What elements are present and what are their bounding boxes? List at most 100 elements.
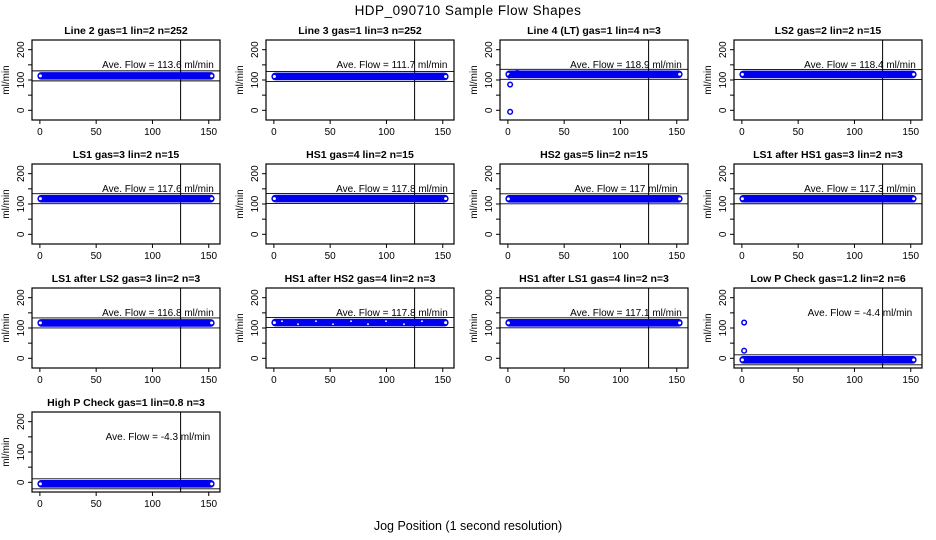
y-tick-label: 0 bbox=[16, 355, 27, 361]
flow-point-band bbox=[271, 194, 449, 203]
x-tick-label: 100 bbox=[378, 127, 395, 138]
panel-plot: HS1 after LS1 gas=4 lin=2 n=3 Ave. Flow =… bbox=[469, 273, 689, 386]
panel-title: Line 3 gas=1 lin=3 n=252 bbox=[298, 25, 422, 37]
flow-panel: Low P Check gas=1.2 lin=2 n=6 Ave. Flow =… bbox=[702, 272, 936, 396]
panel-plot: LS1 after LS2 gas=3 lin=2 n=3 Ave. Flow =… bbox=[1, 273, 221, 386]
ave-flow-annotation: Ave. Flow = 118.9 ml/min bbox=[570, 60, 682, 71]
x-tick-label: 50 bbox=[91, 499, 103, 510]
plot-box bbox=[733, 287, 923, 369]
band-end-gap bbox=[210, 74, 214, 78]
band-end-gap bbox=[506, 321, 510, 325]
x-tick-label: 150 bbox=[902, 251, 919, 262]
band-end-gap bbox=[740, 358, 744, 362]
panel-plot: HS1 after HS2 gas=4 lin=2 n=3 Ave. Flow =… bbox=[235, 273, 455, 386]
band-end-gap bbox=[740, 72, 744, 76]
flow-point-band bbox=[739, 70, 917, 79]
flow-panel: HS2 gas=5 lin=2 n=15 Ave. Flow = 117 ml/m… bbox=[468, 148, 702, 272]
band-speckle bbox=[297, 323, 299, 326]
y-tick-label: 0 bbox=[484, 231, 495, 237]
x-tick-label: 50 bbox=[325, 375, 337, 386]
ave-flow-annotation: Ave. Flow = 117.6 ml/min bbox=[102, 184, 214, 195]
y-tick-label: 0 bbox=[250, 355, 261, 361]
x-tick-label: 150 bbox=[434, 375, 451, 386]
x-tick-label: 50 bbox=[559, 375, 571, 386]
x-tick-label: 100 bbox=[612, 127, 629, 138]
x-tick-label: 150 bbox=[434, 251, 451, 262]
flow-panel: Line 3 gas=1 lin=3 n=252 Ave. Flow = 111.… bbox=[234, 24, 468, 148]
ave-flow-annotation: Ave. Flow = 118.4 ml/min bbox=[804, 60, 916, 71]
y-tick-label: 100 bbox=[718, 71, 729, 88]
ave-flow-annotation: Ave. Flow = 117.8 ml/min bbox=[336, 308, 448, 319]
panel-title: LS1 after LS2 gas=3 lin=2 n=3 bbox=[52, 273, 201, 285]
plot-box bbox=[499, 39, 689, 121]
y-tick-label: 100 bbox=[16, 319, 27, 336]
y-tick-label: 200 bbox=[484, 165, 495, 182]
x-tick-label: 100 bbox=[144, 251, 161, 262]
x-tick-label: 150 bbox=[902, 375, 919, 386]
y-axis-title: ml/min bbox=[469, 189, 480, 218]
band-end-gap bbox=[912, 72, 916, 76]
flow-panel: Line 2 gas=1 lin=2 n=252 Ave. Flow = 113.… bbox=[0, 24, 234, 148]
flow-panel: LS1 after LS2 gas=3 lin=2 n=3 Ave. Flow =… bbox=[0, 272, 234, 396]
ave-flow-annotation: Ave. Flow = 111.7 ml/min bbox=[337, 60, 448, 71]
y-tick-label: 0 bbox=[16, 231, 27, 237]
x-tick-label: 0 bbox=[37, 499, 43, 510]
y-tick-label: 100 bbox=[16, 443, 27, 460]
x-tick-label: 150 bbox=[200, 251, 217, 262]
y-tick-label: 100 bbox=[484, 195, 495, 212]
y-axis-title: ml/min bbox=[235, 313, 246, 342]
y-tick-label: 200 bbox=[484, 41, 495, 58]
y-tick-label: 0 bbox=[250, 231, 261, 237]
panel-title: Line 2 gas=1 lin=2 n=252 bbox=[64, 25, 188, 37]
band-end-gap bbox=[210, 482, 214, 486]
band-end-gap bbox=[678, 72, 682, 76]
x-tick-label: 0 bbox=[505, 127, 511, 138]
x-tick-label: 150 bbox=[668, 375, 685, 386]
x-tick-label: 50 bbox=[91, 127, 103, 138]
panel-plot: LS2 gas=2 lin=2 n=15 Ave. Flow = 118.4 ml… bbox=[703, 25, 923, 138]
x-axis-label: Jog Position (1 second resolution) bbox=[373, 519, 563, 533]
y-tick-label: 100 bbox=[16, 71, 27, 88]
band-end-gap bbox=[272, 74, 276, 78]
panel-title: HS1 after HS2 gas=4 lin=2 n=3 bbox=[285, 273, 436, 285]
band-end-gap bbox=[210, 321, 214, 325]
x-tick-label: 0 bbox=[739, 127, 745, 138]
x-tick-label: 50 bbox=[91, 251, 103, 262]
flow-panel: Line 4 (LT) gas=1 lin=4 n=3 Ave. Flow = 1… bbox=[468, 24, 702, 148]
y-tick-label: 200 bbox=[718, 41, 729, 58]
ave-flow-annotation: Ave. Flow = 117 ml/min bbox=[574, 184, 677, 195]
band-end-gap bbox=[38, 74, 42, 78]
y-axis-title: ml/min bbox=[703, 65, 714, 94]
y-axis-title: ml/min bbox=[235, 189, 246, 218]
y-axis-title: ml/min bbox=[1, 65, 12, 94]
y-tick-label: 100 bbox=[718, 319, 729, 336]
x-tick-label: 0 bbox=[739, 251, 745, 262]
band-end-gap bbox=[272, 197, 276, 201]
y-tick-label: 0 bbox=[484, 107, 495, 113]
x-tick-label: 100 bbox=[144, 375, 161, 386]
x-tick-label: 50 bbox=[91, 375, 103, 386]
flow-point-band bbox=[37, 319, 215, 327]
band-speckle bbox=[403, 323, 405, 326]
x-tick-label: 150 bbox=[902, 127, 919, 138]
ave-flow-annotation: Ave. Flow = 117.3 ml/min bbox=[804, 184, 916, 195]
band-end-gap bbox=[210, 197, 214, 201]
x-tick-label: 0 bbox=[37, 127, 43, 138]
ave-flow-annotation: Ave. Flow = 117.1 ml/min bbox=[570, 308, 682, 319]
x-tick-label: 0 bbox=[505, 251, 511, 262]
flow-point-band bbox=[505, 195, 683, 203]
y-axis-title: ml/min bbox=[235, 65, 246, 94]
panel-plot: Low P Check gas=1.2 lin=2 n=6 Ave. Flow =… bbox=[703, 273, 923, 386]
y-tick-label: 200 bbox=[250, 289, 261, 306]
x-tick-label: 50 bbox=[793, 375, 805, 386]
x-tick-label: 100 bbox=[846, 251, 863, 262]
flow-panel: HS1 after HS2 gas=4 lin=2 n=3 Ave. Flow =… bbox=[234, 272, 468, 396]
x-tick-label: 50 bbox=[793, 127, 805, 138]
panel-title: HS1 after LS1 gas=4 lin=2 n=3 bbox=[519, 273, 669, 285]
band-speckle bbox=[385, 320, 387, 323]
panel-plot: HS1 gas=4 lin=2 n=15 Ave. Flow = 117.8 ml… bbox=[235, 149, 455, 262]
panel-plot: LS1 gas=3 lin=2 n=15 Ave. Flow = 117.6 ml… bbox=[1, 149, 221, 262]
y-tick-label: 100 bbox=[250, 71, 261, 88]
band-speckle bbox=[421, 320, 423, 323]
y-tick-label: 0 bbox=[718, 355, 729, 361]
